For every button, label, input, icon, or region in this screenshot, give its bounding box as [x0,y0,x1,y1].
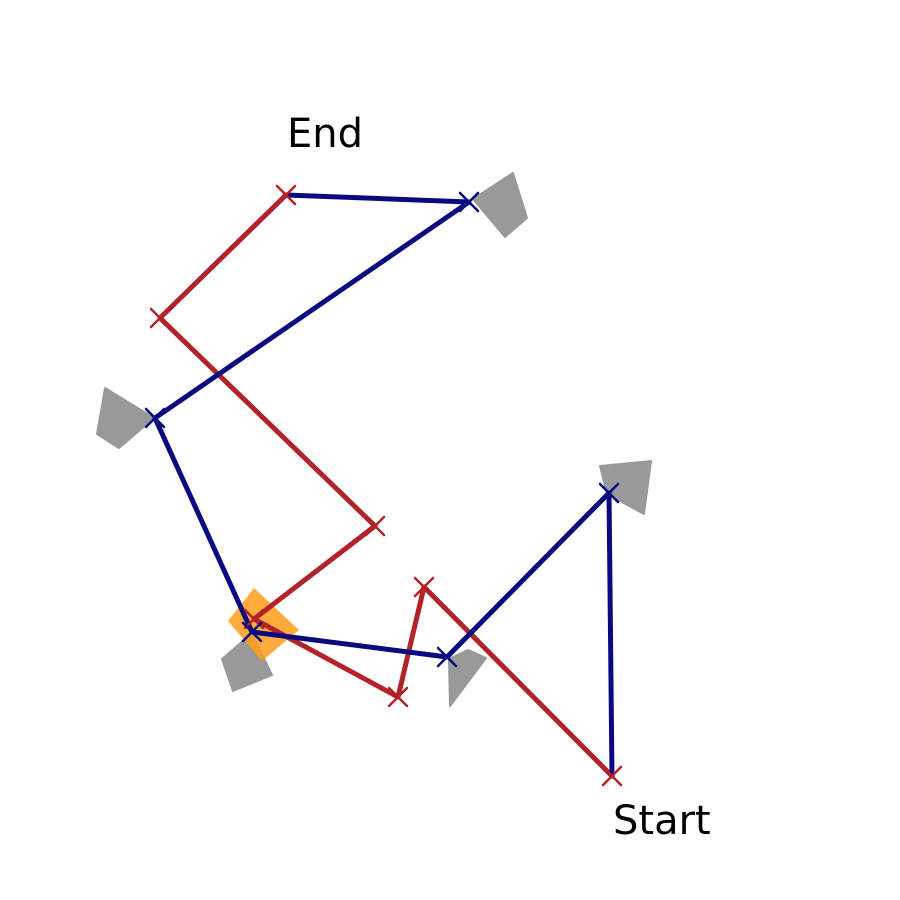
arrowhead-icon [472,172,528,238]
arrowhead-icon [599,460,652,515]
x-mark-icon [436,646,458,668]
x-mark-icon [241,621,263,643]
arrowhead-icon [96,387,155,449]
x-mark-icon [598,482,620,504]
x-mark-icon [413,576,435,598]
x-mark-icon [364,515,386,537]
start-label: Start [613,798,711,844]
red-path [157,192,615,779]
x-mark-icon [149,307,171,329]
x-mark-icon [144,407,166,429]
x-mark-icon [458,191,480,213]
x-mark-icon [601,765,623,787]
x-mark-icon [387,686,409,708]
x-mark-icon [275,184,297,206]
arrowhead-group [96,172,652,707]
red-vertex-markers [149,184,623,787]
end-label: End [287,111,363,157]
arrowhead-icon [221,632,273,692]
arrowhead-icon [448,649,487,707]
blue-vertex-markers [144,191,620,668]
